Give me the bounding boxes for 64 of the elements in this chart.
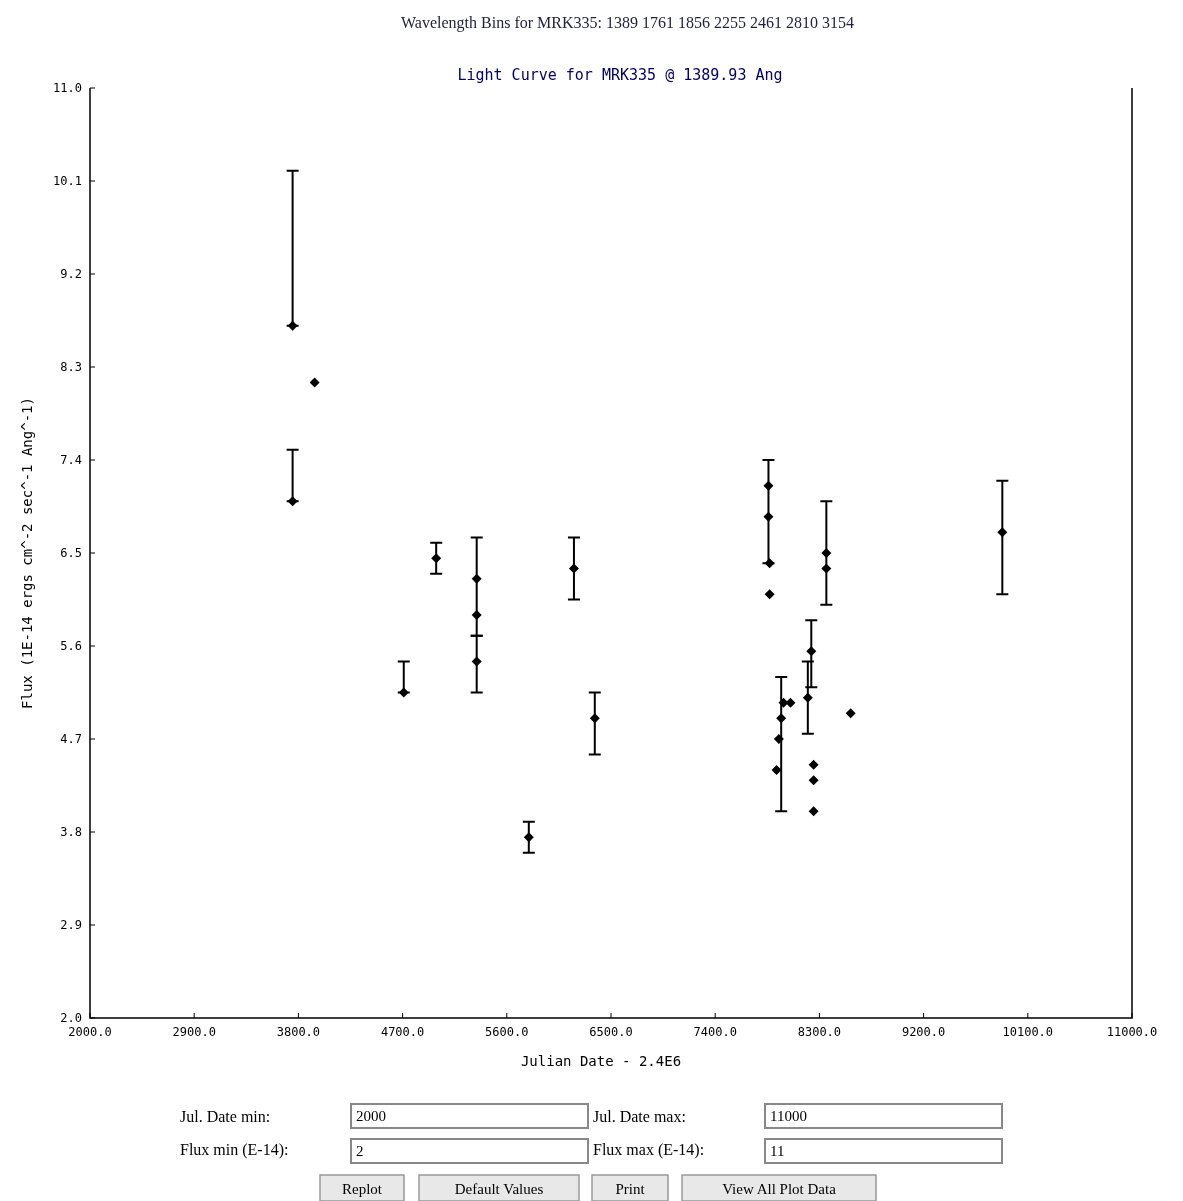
point [523,832,534,843]
y-tick-label: 7.4 [60,453,82,467]
point [309,377,320,388]
point [808,775,819,786]
point [764,558,775,569]
x-tick-label: 7400.0 [693,1025,737,1039]
y-tick-label: 6.5 [60,546,82,560]
text: Jul. Date max: [593,1108,686,1125]
text-field: 11 [764,1138,1003,1164]
point [431,553,442,564]
point [398,687,409,698]
button: View All Plot Data [681,1174,877,1201]
text-field: 2000 [350,1103,589,1129]
point [776,713,787,724]
text: Jul. Date min: [180,1108,271,1125]
point [802,692,813,703]
point [808,806,819,817]
y-tick-label: 3.8 [60,825,82,839]
point [763,511,774,522]
x-tick-label: 3800.0 [276,1025,321,1039]
point [821,563,832,574]
y-tick-label: 9.2 [60,267,82,281]
text: Flux max (E-14): [593,1141,705,1159]
point [764,589,775,600]
text-field: 11000 [764,1103,1003,1129]
x-tick-label: 11000.0 [1106,1025,1158,1039]
point [806,646,817,657]
button: Default Values [418,1174,580,1201]
point [845,708,856,719]
y-tick-label: 11.0 [53,81,82,95]
point [471,610,482,620]
point [997,527,1008,538]
x-tick-label: 2900.0 [172,1025,216,1039]
point [287,496,298,507]
button: Replot [319,1174,405,1201]
y-tick-label: 10.1 [53,174,82,188]
x-tick-label: 5600.0 [485,1025,529,1039]
point [763,480,774,491]
point [287,320,298,331]
y-tick-label: 8.3 [60,360,82,374]
point [471,656,482,667]
text-field: 2 [350,1138,589,1164]
y-tick-label: 5.6 [60,639,82,653]
x-tick-label: 10100.0 [1002,1025,1054,1039]
point [568,563,579,574]
y-axis-title: Flux (1E-14 ergs cm^-2 sec^-1 Ang^-1) [19,397,35,709]
x-tick-label: 2000.0 [68,1025,112,1039]
point [589,713,600,724]
x-tick-label: 9200.0 [901,1025,946,1039]
text: Wavelength Bins for MRK335: 1389 1761 1856 2255 2461 2810 3154 [401,14,854,32]
x-tick-label: 4700.0 [380,1025,425,1039]
point [808,759,819,770]
y-tick-label: 2.0 [60,1011,82,1025]
point [471,573,482,584]
button: Print [591,1174,669,1201]
point [771,765,782,775]
x-axis-title: Julian Date - 2.4E6 [520,1053,682,1069]
point [821,548,832,558]
y-tick-label: 4.7 [60,732,82,746]
text: Flux min (E-14): [180,1141,289,1159]
x-tick-label: 8300.0 [797,1025,842,1039]
chart-title: Light Curve for MRK335 @ 1389.93 Ang [457,66,783,84]
y-tick-label: 2.9 [60,918,82,932]
x-tick-label: 6500.0 [589,1025,633,1039]
